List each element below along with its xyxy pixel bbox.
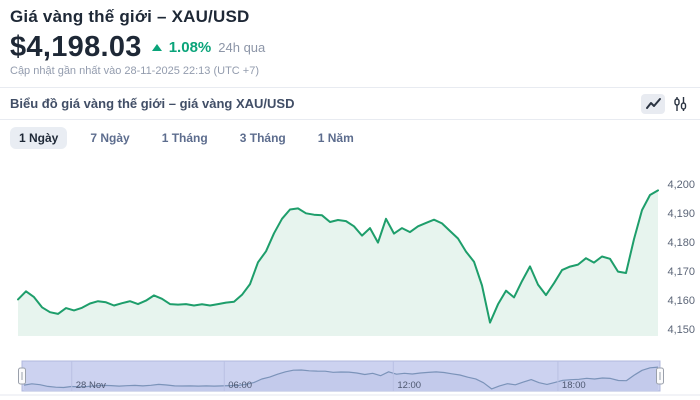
line-chart-toggle-button[interactable] [641,93,665,114]
last-updated: Cập nhật gần nhất vào 28-11-2025 22:13 (… [10,65,259,77]
divider [0,87,700,88]
up-arrow-icon [151,43,162,51]
tab-1-year[interactable]: 1 Năm [309,127,363,149]
y-axis-label: 4,160 [667,295,695,307]
navigator-line-series [23,366,659,390]
navigator-time-label: 06:00 [228,380,252,391]
chart-type-toggle [641,93,692,114]
price-line-series [17,189,659,324]
y-axis-label: 4,190 [667,208,695,220]
navigator-handle-left[interactable] [18,367,26,385]
chart-area-fill [18,190,658,336]
y-axis-label: 4,200 [667,179,695,191]
candlestick-chart-icon [674,96,687,111]
navigator-time-label: 28 Nov [76,380,106,391]
chart-navigator[interactable]: 28 Nov 06:00 12:00 18:00 [0,345,700,399]
change-percent: 1.08% [168,38,212,56]
navigator-handle-right[interactable] [656,367,664,385]
chart-title: Biểu đồ giá vàng thế giới – giá vàng XAU… [10,96,295,111]
tab-1-month[interactable]: 1 Tháng [153,127,217,149]
y-axis-label: 4,150 [667,324,695,336]
navigator-time-label: 18:00 [562,380,586,391]
tab-7-days[interactable]: 7 Ngày [81,127,138,149]
price-value: $4,198.03 [10,30,142,63]
candlestick-chart-toggle-button[interactable] [668,94,692,114]
main-price-chart[interactable]: 4,200 4,190 4,180 4,170 4,160 4,150 [0,153,700,345]
change-period: 24h qua [218,39,266,55]
header: Giá vàng thế giới – XAU/USD $4,198.03 1.… [0,0,700,87]
line-chart-icon [645,97,661,109]
page-title: Giá vàng thế giới – XAU/USD [10,7,250,26]
tab-1-day[interactable]: 1 Ngày [10,127,68,149]
navigator-time-label: 12:00 [397,380,421,391]
chart-section-header: Biểu đồ giá vàng thế giới – giá vàng XAU… [0,88,700,120]
y-axis-label: 4,170 [667,266,695,278]
price-row: $4,198.03 1.08% 24h qua [10,31,688,63]
navigator-area-fill [24,367,658,391]
time-range-tabs: 1 Ngày 7 Ngày 1 Tháng 3 Tháng 1 Năm [0,120,700,153]
y-axis-label: 4,180 [667,237,695,249]
tab-3-months[interactable]: 3 Tháng [231,127,295,149]
